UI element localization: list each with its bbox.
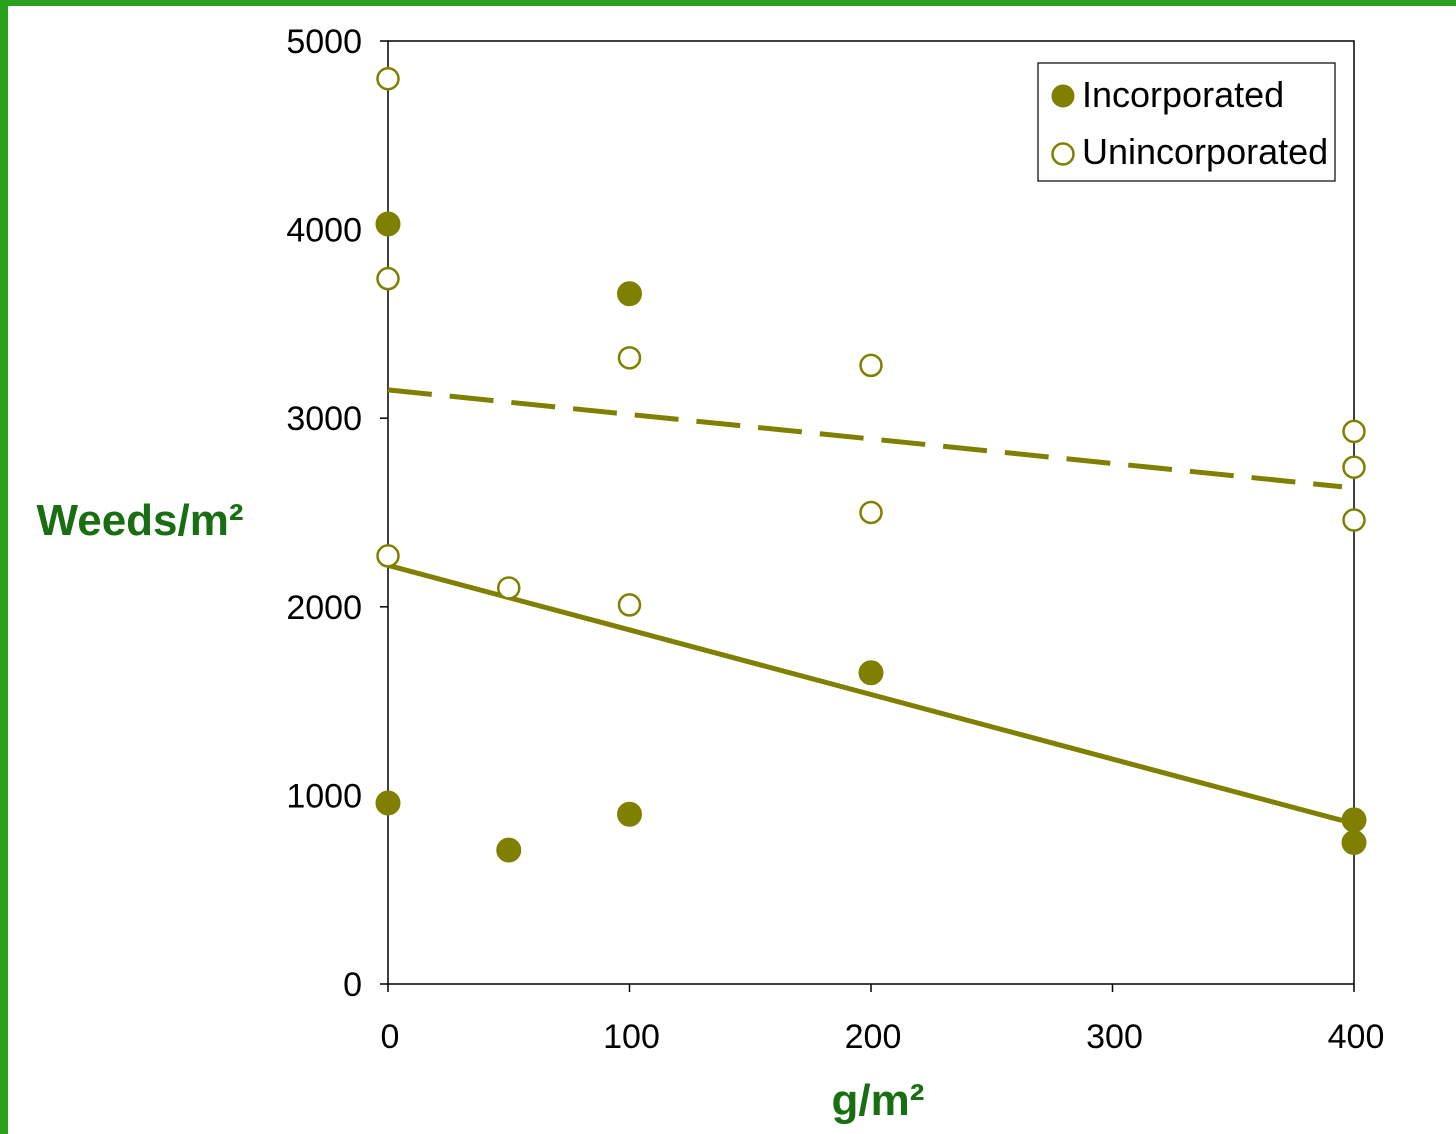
point-unincorporated [376, 266, 400, 291]
trendline-unincorporated [387, 387, 1343, 490]
point-unincorporated [1342, 455, 1366, 479]
trendline-incorporated [387, 562, 1343, 823]
point-unincorporated [617, 593, 642, 617]
y-tick-label: 1000 [286, 777, 362, 815]
point-incorporated [375, 790, 401, 816]
y-tick-label: 4000 [286, 212, 362, 250]
point-unincorporated [859, 500, 883, 525]
point-incorporated [496, 837, 522, 863]
y-tick-label: 0 [343, 966, 362, 1004]
legend-marker-incorporated [1051, 84, 1075, 108]
x-axis: 0 100 200 300 400 [381, 984, 1385, 1056]
point-incorporated [1341, 830, 1367, 856]
x-tick-label: 300 [1086, 1018, 1143, 1056]
point-unincorporated [617, 346, 642, 370]
x-tick-label: 0 [381, 1018, 400, 1056]
point-unincorporated [1342, 419, 1366, 444]
trendlines [387, 387, 1343, 823]
legend-box [1037, 62, 1336, 182]
point-unincorporated [497, 576, 521, 600]
y-tick-label: 3000 [286, 400, 362, 438]
legend: Incorporated Unincorporated [1037, 62, 1336, 182]
legend-label-unincorporated: Unincorporated [1082, 131, 1328, 172]
x-tick-label: 100 [603, 1018, 660, 1056]
legend-label-incorporated: Incorporated [1082, 74, 1284, 115]
y-tick-label: 2000 [286, 589, 362, 627]
point-unincorporated [1342, 508, 1366, 532]
point-incorporated [1341, 807, 1367, 833]
x-axis-title: g/m² [832, 1076, 925, 1125]
x-tick-label: 400 [1328, 1018, 1385, 1056]
data-points [375, 66, 1367, 863]
point-incorporated [858, 660, 884, 686]
point-incorporated [617, 801, 642, 827]
point-unincorporated [376, 66, 400, 91]
x-tick-label: 200 [845, 1018, 902, 1056]
y-axis: 0 1000 2000 3000 4000 5000 [286, 23, 388, 1004]
y-tick-label: 5000 [286, 23, 362, 61]
point-unincorporated [859, 353, 883, 378]
y-axis-title: Weeds/m² [36, 496, 243, 545]
legend-marker-unincorporated [1051, 142, 1075, 166]
point-incorporated [617, 281, 642, 307]
point-incorporated [375, 211, 401, 237]
point-unincorporated [376, 544, 400, 568]
